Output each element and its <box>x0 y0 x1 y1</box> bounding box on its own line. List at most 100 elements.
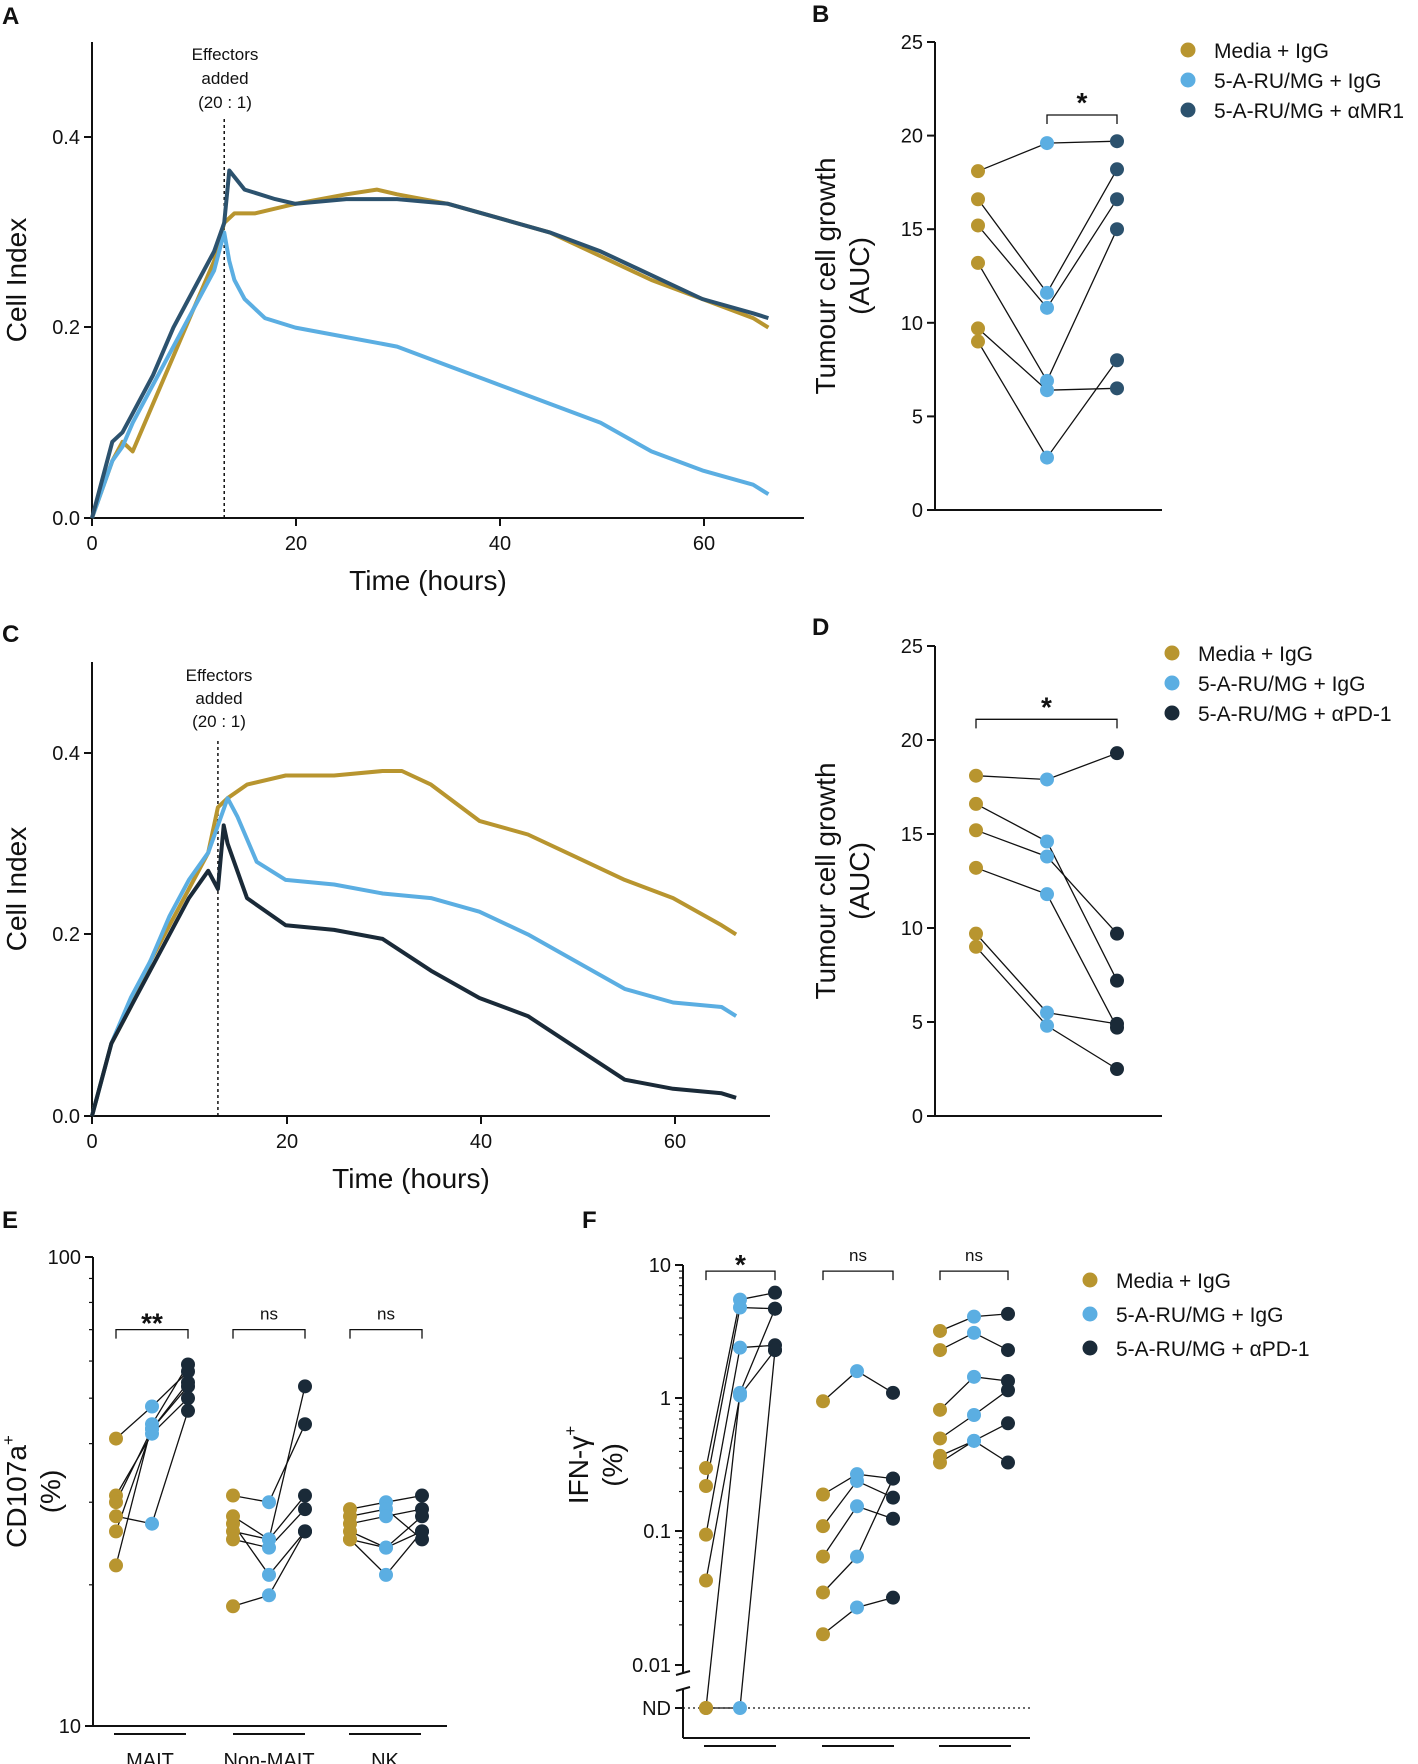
x-tick-label-c: 0 <box>86 1131 97 1153</box>
data-point-b-agonist <box>1040 450 1054 465</box>
data-point-f-media <box>816 1487 830 1502</box>
x-tick-label-c: 20 <box>276 1131 298 1153</box>
data-point-e-agonist <box>262 1540 276 1555</box>
data-point-e-pd1 <box>298 1379 312 1394</box>
y-tick-label-d: 15 <box>901 824 923 846</box>
data-point-b-agonist <box>1040 383 1054 398</box>
panel-letter-a: A <box>2 3 19 30</box>
significance-label-f: * <box>735 1249 746 1280</box>
data-point-f-agonist <box>850 1364 864 1379</box>
data-point-f-media <box>933 1431 947 1446</box>
data-point-d-media <box>969 926 983 941</box>
series-line-c-agonist <box>90 796 738 1117</box>
data-point-f-media <box>699 1527 713 1542</box>
data-point-d-agonist <box>1040 772 1054 787</box>
y-tick-label-b: 10 <box>901 313 923 335</box>
data-point-f-pd1 <box>886 1471 900 1486</box>
y-axis-title-sub-d: (AUC) <box>844 842 875 920</box>
y-tick-label-c: 0.4 <box>52 743 80 765</box>
data-point-f-pd1 <box>886 1511 900 1526</box>
data-point-f-media <box>699 1461 713 1476</box>
legend-label-b-media: Media + IgG <box>1214 40 1329 63</box>
y-tick-label-e: 100 <box>48 1247 81 1269</box>
data-point-f-media <box>816 1549 830 1564</box>
y-axis-title-sub-b: (AUC) <box>844 237 875 315</box>
donor-line-f <box>822 1505 894 1557</box>
panel-c-effectors-annotation: Effectors added (20 : 1) <box>186 666 253 731</box>
legend-label-d-media: Media + IgG <box>1198 643 1313 666</box>
data-point-b-agonist <box>1040 136 1054 151</box>
axis-break-mark-f <box>675 1686 691 1692</box>
data-point-f-agonist <box>967 1325 981 1340</box>
significance-bracket-e <box>349 1329 423 1339</box>
y-tick-label-b: 5 <box>912 406 923 428</box>
data-point-d-agonist <box>1040 1018 1054 1033</box>
category-label-e: Non-MAIT <box>223 1750 314 1764</box>
series-line-a-media <box>90 187 770 519</box>
significance-bracket-d <box>975 718 1118 729</box>
data-point-d-pd1 <box>1110 1062 1124 1076</box>
series-line-a-agonist <box>90 230 770 519</box>
y-tick-label-e: 10 <box>59 1716 81 1738</box>
legend-label-b-agonist: 5-A-RU/MG + IgG <box>1214 70 1381 93</box>
y-tick-label-a: 0.2 <box>52 317 80 339</box>
category-label-f: Non-MAIT <box>812 1762 903 1764</box>
chart-panel-d: 0 5 10 15 20 25 Tumour cell growth (AUC) * Media … <box>810 636 1392 1128</box>
donor-line-f <box>705 1292 776 1469</box>
significance-label-b: * <box>1077 87 1088 118</box>
data-point-e-pd1 <box>415 1509 429 1524</box>
panel-a-effectors-annotation: Effectors added (20 : 1) <box>192 45 259 112</box>
data-point-f-agonist <box>733 1340 747 1355</box>
y-axis-title-d: Tumour cell growth <box>810 762 841 999</box>
chart-panel-f: ND0.010.1110IFN-γ+(%)MAITNon-MAITNK*nsns… <box>561 1246 1310 1764</box>
significance-bracket-e <box>115 1329 189 1339</box>
data-point-b-mr1 <box>1110 381 1124 396</box>
data-point-b-mr1 <box>1110 353 1124 368</box>
data-point-b-media <box>971 321 985 336</box>
donor-line-e <box>115 1364 189 1566</box>
data-point-e-agonist <box>262 1495 276 1510</box>
data-point-f-pd1 <box>768 1285 782 1300</box>
data-point-f-agonist <box>850 1473 864 1488</box>
significance-label-e: ** <box>141 1308 163 1339</box>
donor-line-f <box>705 1349 776 1581</box>
data-point-e-media <box>109 1509 123 1524</box>
data-point-d-pd1 <box>1110 973 1124 988</box>
data-point-f-pd1 <box>886 1385 900 1400</box>
data-point-f-media <box>816 1585 830 1600</box>
y-axis-title-b: Tumour cell growth <box>810 157 841 394</box>
data-point-f-agonist <box>850 1600 864 1615</box>
y-tick-label-f: 0.1 <box>643 1521 671 1543</box>
data-point-e-media <box>109 1431 123 1446</box>
data-point-f-media <box>933 1343 947 1358</box>
y-tick-label-d: 0 <box>912 1106 923 1128</box>
data-point-d-media <box>969 860 983 875</box>
data-point-f-pd1 <box>886 1590 900 1605</box>
data-point-f-pd1 <box>768 1343 782 1358</box>
data-point-f-agonist <box>733 1701 747 1715</box>
x-axis-title-a: Time (hours) <box>349 565 507 596</box>
significance-bracket-f <box>822 1270 894 1281</box>
y-tick-label-c: 0.0 <box>52 1106 80 1128</box>
y-tick-label-d: 25 <box>901 636 923 658</box>
data-point-e-media <box>109 1558 123 1573</box>
data-point-b-mr1 <box>1110 192 1124 207</box>
data-point-e-agonist <box>379 1540 393 1555</box>
significance-bracket-f <box>705 1270 776 1281</box>
data-point-e-agonist <box>262 1567 276 1582</box>
data-point-e-pd1 <box>415 1488 429 1503</box>
data-point-b-media <box>971 164 985 179</box>
axis-break-mark-f <box>675 1670 691 1676</box>
data-point-b-mr1 <box>1110 134 1124 149</box>
series-line-a-mr1 <box>90 168 769 519</box>
significance-label-d: * <box>1041 691 1052 722</box>
data-point-e-agonist <box>379 1509 393 1524</box>
donor-line-b <box>977 341 1118 459</box>
data-point-f-agonist <box>967 1433 981 1448</box>
y-tick-label-d: 20 <box>901 730 923 752</box>
x-tick-label-a: 0 <box>86 533 97 555</box>
y-tick-label-b: 0 <box>912 500 923 522</box>
y-tick-label-f: 10 <box>649 1255 671 1277</box>
data-point-e-pd1 <box>298 1488 312 1503</box>
x-tick-label-a: 40 <box>489 533 511 555</box>
